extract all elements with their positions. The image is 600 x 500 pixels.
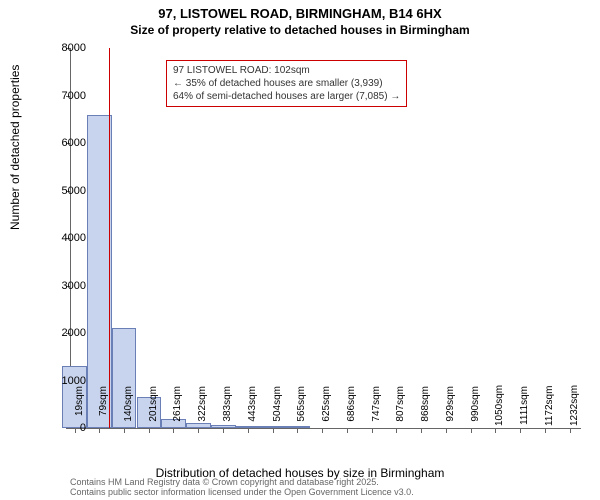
xtick-mark <box>347 428 348 433</box>
xtick-label: 1050sqm <box>494 386 505 426</box>
xtick-mark <box>570 428 571 433</box>
xtick-mark <box>124 428 125 433</box>
xtick-label: 625sqm <box>321 386 332 426</box>
xtick-label: 201sqm <box>148 386 159 426</box>
xtick-mark <box>520 428 521 433</box>
xtick-label: 383sqm <box>222 386 233 426</box>
xtick-mark <box>149 428 150 433</box>
xtick-mark <box>372 428 373 433</box>
xtick-mark <box>99 428 100 433</box>
xtick-label: 1111sqm <box>519 386 530 426</box>
plot-area: 97 LISTOWEL ROAD: 102sqm ← 35% of detach… <box>70 48 581 429</box>
xtick-label: 1232sqm <box>569 386 580 426</box>
xtick-label: 140sqm <box>123 386 134 426</box>
property-marker-line <box>109 48 110 428</box>
chart-title-sub: Size of property relative to detached ho… <box>0 21 600 37</box>
xtick-label: 322sqm <box>197 386 208 426</box>
histogram-bar <box>285 426 310 428</box>
xtick-mark <box>421 428 422 433</box>
xtick-label: 565sqm <box>296 386 307 426</box>
ytick-label: 4000 <box>36 232 86 244</box>
xtick-label: 990sqm <box>470 386 481 426</box>
ytick-label: 8000 <box>36 42 86 54</box>
xtick-label: 686sqm <box>346 386 357 426</box>
footer-line-2: Contains public sector information licen… <box>70 488 414 498</box>
annotation-box: 97 LISTOWEL ROAD: 102sqm ← 35% of detach… <box>166 60 407 107</box>
xtick-label: 19sqm <box>74 386 85 426</box>
chart-title-main: 97, LISTOWEL ROAD, BIRMINGHAM, B14 6HX <box>0 0 600 21</box>
ytick-label: 1000 <box>36 375 86 387</box>
xtick-mark <box>248 428 249 433</box>
ytick-label: 6000 <box>36 137 86 149</box>
footer-attribution: Contains HM Land Registry data © Crown c… <box>70 478 414 498</box>
annotation-line-1: 97 LISTOWEL ROAD: 102sqm <box>173 64 400 77</box>
xtick-mark <box>471 428 472 433</box>
xtick-mark <box>297 428 298 433</box>
xtick-mark <box>198 428 199 433</box>
xtick-label: 261sqm <box>172 386 183 426</box>
annotation-line-3: 64% of semi-detached houses are larger (… <box>173 90 400 103</box>
xtick-label: 747sqm <box>371 386 382 426</box>
xtick-mark <box>173 428 174 433</box>
ytick-label: 5000 <box>36 185 86 197</box>
xtick-label: 868sqm <box>420 386 431 426</box>
xtick-mark <box>396 428 397 433</box>
ytick-label: 2000 <box>36 327 86 339</box>
xtick-label: 807sqm <box>395 386 406 426</box>
xtick-mark <box>495 428 496 433</box>
xtick-mark <box>273 428 274 433</box>
xtick-mark <box>322 428 323 433</box>
xtick-label: 929sqm <box>445 386 456 426</box>
ytick-label: 3000 <box>36 280 86 292</box>
xtick-label: 1172sqm <box>544 386 555 426</box>
histogram-bar <box>235 426 260 428</box>
xtick-label: 504sqm <box>272 386 283 426</box>
histogram-bar <box>260 426 285 428</box>
xtick-mark <box>223 428 224 433</box>
xtick-mark <box>446 428 447 433</box>
annotation-line-2: ← 35% of detached houses are smaller (3,… <box>173 77 400 90</box>
xtick-mark <box>545 428 546 433</box>
xtick-label: 79sqm <box>98 386 109 426</box>
y-axis-label: Number of detached properties <box>8 65 22 230</box>
ytick-label: 7000 <box>36 90 86 102</box>
xtick-label: 443sqm <box>247 386 258 426</box>
